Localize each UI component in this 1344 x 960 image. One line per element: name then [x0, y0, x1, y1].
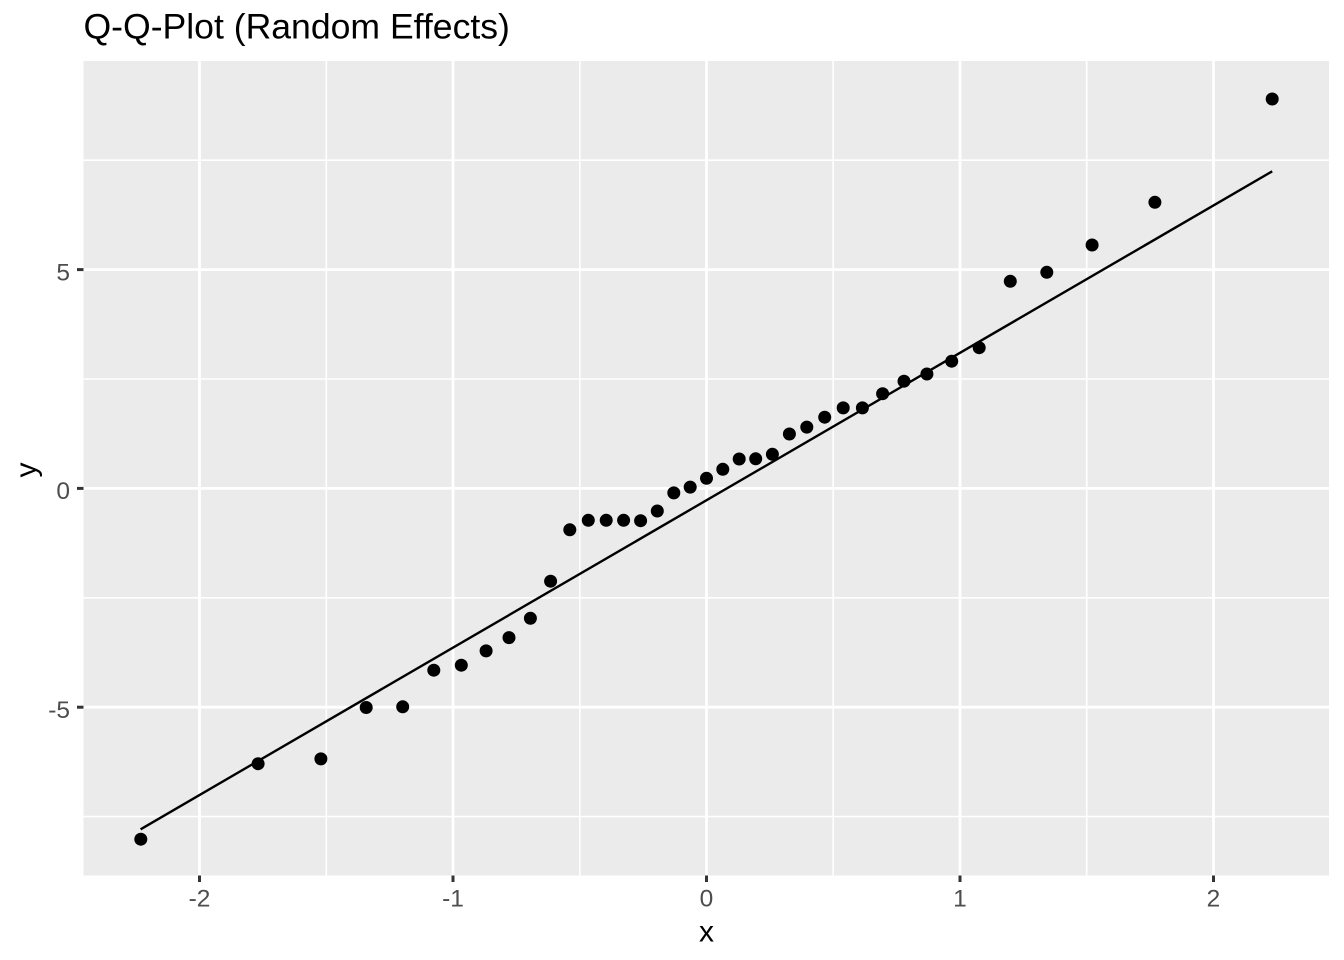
svg-text:y: y	[10, 463, 43, 478]
svg-text:1: 1	[953, 886, 967, 913]
svg-text:-5: -5	[48, 697, 70, 724]
svg-text:-2: -2	[189, 886, 211, 913]
svg-text:0: 0	[700, 886, 714, 913]
svg-text:-1: -1	[442, 886, 464, 913]
svg-text:0: 0	[56, 478, 70, 505]
svg-text:2: 2	[1207, 886, 1221, 913]
svg-text:x: x	[699, 916, 714, 949]
svg-text:Q-Q-Plot (Random Effects): Q-Q-Plot (Random Effects)	[84, 7, 510, 47]
svg-text:5: 5	[56, 259, 70, 286]
